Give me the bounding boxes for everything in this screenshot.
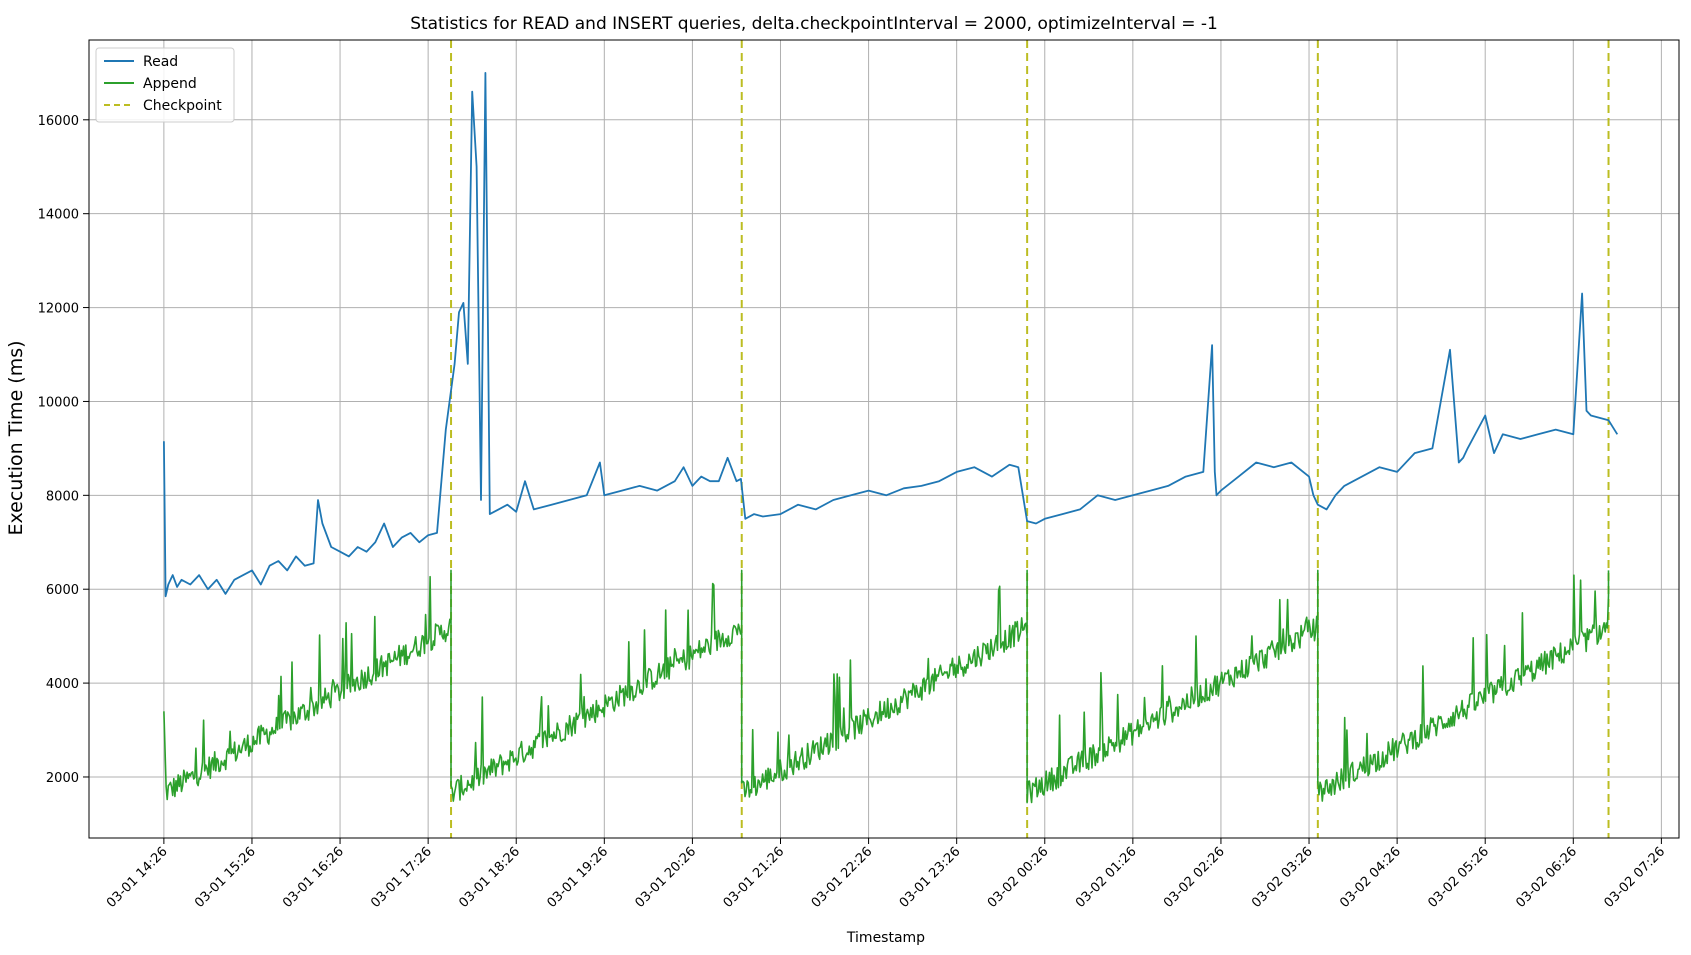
- legend: Read Append Checkpoint: [95, 47, 235, 123]
- series-append-line: [163, 569, 1610, 804]
- plot-frame: [88, 39, 1680, 839]
- y-tick-label: 12000: [38, 302, 79, 317]
- legend-box: [95, 47, 235, 123]
- y-axis-ticks: 2000 4000 6000 8000 10000 12000 14000 16000: [38, 114, 89, 786]
- y-tick-label: 6000: [46, 583, 79, 598]
- x-axis-label: Timestamp: [846, 930, 925, 946]
- y-tick-label: 14000: [38, 208, 79, 223]
- y-tick-label: 10000: [38, 395, 79, 410]
- y-axis-label: Execution Time (ms): [5, 340, 27, 535]
- y-tick-label: 2000: [46, 771, 79, 786]
- chart-title: Statistics for READ and INSERT queries, …: [410, 14, 1218, 34]
- legend-checkpoint-label: Checkpoint: [143, 98, 222, 114]
- series-read-line: [163, 72, 1619, 598]
- gridlines: [89, 40, 1679, 838]
- series: [163, 72, 1619, 804]
- y-tick-label: 8000: [46, 489, 79, 504]
- y-tick-label: 4000: [46, 677, 79, 692]
- legend-read-label: Read: [143, 54, 178, 70]
- y-tick-label: 16000: [38, 114, 79, 129]
- legend-append-label: Append: [143, 76, 197, 92]
